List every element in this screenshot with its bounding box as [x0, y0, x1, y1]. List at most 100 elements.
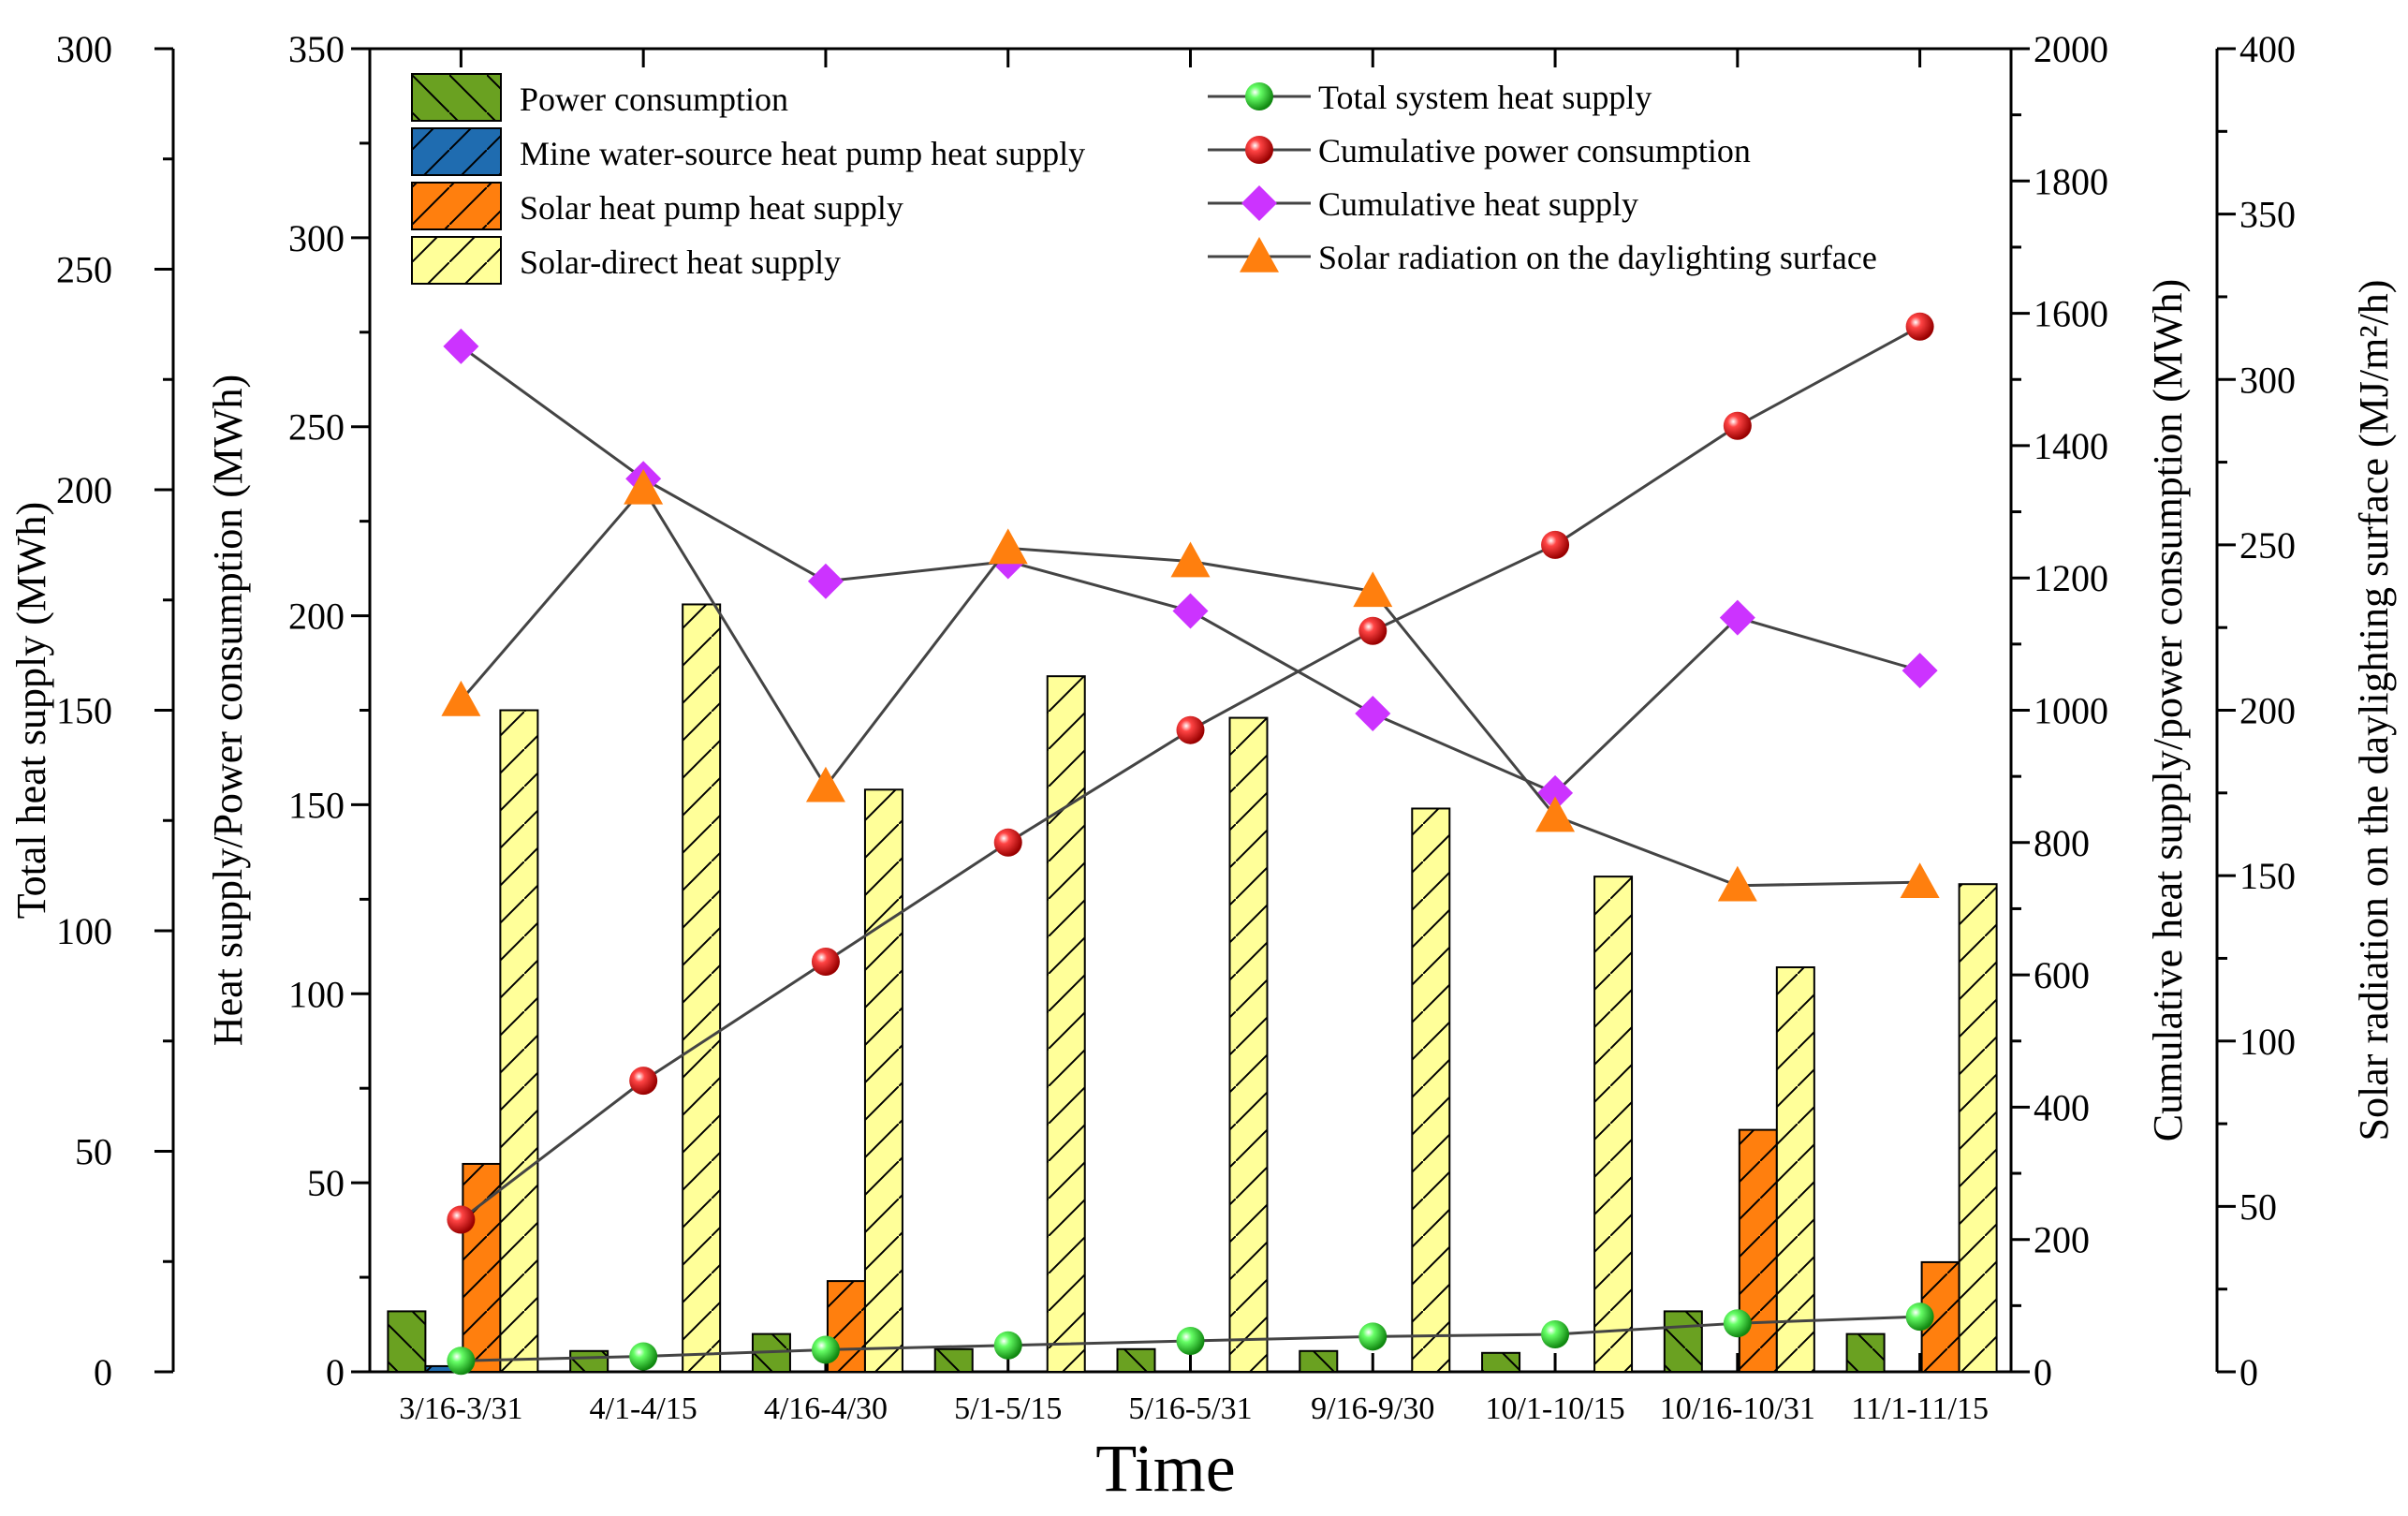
x-tick-label: 10/1-10/15: [1485, 1391, 1624, 1426]
legend-label: Solar radiation on the daylighting surfa…: [1318, 239, 1877, 276]
bar-series-0: [387, 1310, 1886, 1374]
line-point: [1901, 653, 1938, 689]
tick-label: 100: [2239, 1021, 2296, 1063]
line-point: [447, 1205, 476, 1234]
legend-swatch-hatch: [412, 128, 501, 175]
tick-label: 50: [75, 1131, 112, 1173]
axis-solar: 0 50 100 150 200 250 300 350 400 Solar radiation …: [2215, 28, 2397, 1393]
tick-label: 1400: [2034, 425, 2108, 467]
bar-hatch: [864, 789, 903, 1372]
x-axis-title: Time: [1095, 1431, 1235, 1506]
tick-label: 200: [56, 469, 112, 511]
line-point: [1240, 237, 1279, 272]
line-series-1: [447, 312, 1934, 1234]
bar-hatch: [570, 1350, 609, 1372]
line-point: [1245, 136, 1273, 164]
line-point: [1541, 1319, 1570, 1348]
tick-label: 1600: [2034, 293, 2108, 335]
bar-hatch: [1739, 1129, 1777, 1372]
bar-hatch: [1117, 1348, 1155, 1372]
legend-item: Cumulative heat supply: [1208, 185, 1638, 223]
line-point: [993, 828, 1022, 857]
tick-label: 2000: [2034, 28, 2108, 70]
line-point: [629, 1342, 658, 1371]
tick-label: 200: [2239, 690, 2296, 732]
tick-label: 250: [56, 249, 112, 291]
line-point: [1717, 865, 1757, 902]
line-point: [1905, 1303, 1934, 1332]
legend-label: Mine water-source heat pump heat supply: [520, 135, 1085, 172]
line-series-0: [447, 1303, 1934, 1376]
tick-label: 300: [2239, 359, 2296, 401]
tick-label: 400: [2034, 1086, 2090, 1128]
bar-hatch: [388, 1311, 426, 1372]
axis-title-cumulative: Cumulative heat supply/power consumption…: [2145, 279, 2191, 1141]
line-point: [807, 563, 844, 599]
tick-label: 150: [288, 784, 345, 826]
line-point: [993, 1331, 1022, 1360]
legend-swatch-hatch: [412, 237, 501, 284]
bar-hatch: [1412, 808, 1450, 1372]
tick-label: 400: [2239, 28, 2296, 70]
legend: Power consumption Mine water-source heat …: [411, 73, 1877, 285]
line-point: [1170, 541, 1211, 578]
legend-label: Cumulative power consumption: [1318, 132, 1751, 169]
legend-item: Power consumption: [411, 73, 788, 122]
bar-hatch: [1229, 717, 1268, 1372]
x-tick-label: 4/1-4/15: [590, 1391, 697, 1426]
bar-hatch: [1482, 1352, 1520, 1372]
bar-hatch: [1299, 1350, 1338, 1372]
bar-series-2: [462, 1128, 1960, 1374]
bar-hatch: [683, 604, 721, 1372]
tick-label: 200: [2034, 1219, 2090, 1261]
line-point: [629, 1067, 658, 1096]
line-point: [1353, 571, 1393, 608]
legend-item: Total system heat supply: [1208, 79, 1652, 116]
bar-hatch: [1664, 1311, 1702, 1372]
tick-label: 0: [326, 1351, 345, 1393]
line-point: [1241, 185, 1277, 221]
line-point: [1541, 530, 1570, 559]
bars-layer: [387, 603, 1998, 1374]
bar-hatch: [500, 710, 538, 1372]
lines-layer: [441, 312, 1940, 1376]
line-point: [1723, 1309, 1752, 1338]
line-point: [811, 1335, 840, 1364]
tick-label: 1200: [2034, 557, 2108, 599]
tick-label: 0: [2034, 1351, 2052, 1393]
line-series-3: [441, 468, 1940, 902]
line-point: [441, 680, 481, 716]
line-point: [1723, 411, 1752, 440]
legend-item: Cumulative power consumption: [1208, 132, 1751, 169]
tick-label: 800: [2034, 822, 2090, 864]
x-tick-label: 4/16-4/30: [764, 1391, 888, 1426]
x-tick-label: 5/16-5/31: [1128, 1391, 1252, 1426]
bar-hatch: [425, 1365, 463, 1372]
bar-hatch: [1776, 967, 1814, 1372]
tick-label: 350: [2239, 194, 2296, 236]
x-tick-label: 9/16-9/30: [1311, 1391, 1434, 1426]
line-point: [1176, 715, 1205, 744]
legend-item: Mine water-source heat pump heat supply: [411, 127, 1085, 176]
tick-label: 100: [56, 910, 112, 952]
line-point: [1535, 796, 1576, 832]
bar-hatch: [1846, 1333, 1885, 1372]
axis-title-solar: Solar radiation on the daylighting surfa…: [2351, 280, 2397, 1141]
tick-label: 250: [2239, 524, 2296, 567]
series-line: [460, 325, 1921, 1221]
legend-item: Solar radiation on the daylighting surfa…: [1208, 237, 1877, 276]
legend-label: Solar-direct heat supply: [520, 243, 841, 281]
tick-label: 0: [94, 1351, 112, 1393]
line-point: [988, 528, 1028, 565]
tick-label: 300: [56, 28, 112, 70]
axis-title-total_heat: Total heat supply (MWh): [8, 502, 54, 919]
tick-label: 350: [288, 28, 345, 70]
tick-label: 250: [288, 406, 345, 449]
legend-label: Power consumption: [520, 81, 788, 118]
x-axis: 3/16-3/31 4/1-4/15 4/16-4/30 5/1-5/15 5/16-5…: [399, 49, 1989, 1426]
legend-item: Solar heat pump heat supply: [411, 182, 903, 230]
line-point: [1358, 616, 1388, 645]
line-point: [624, 468, 664, 505]
tick-label: 200: [288, 596, 345, 638]
